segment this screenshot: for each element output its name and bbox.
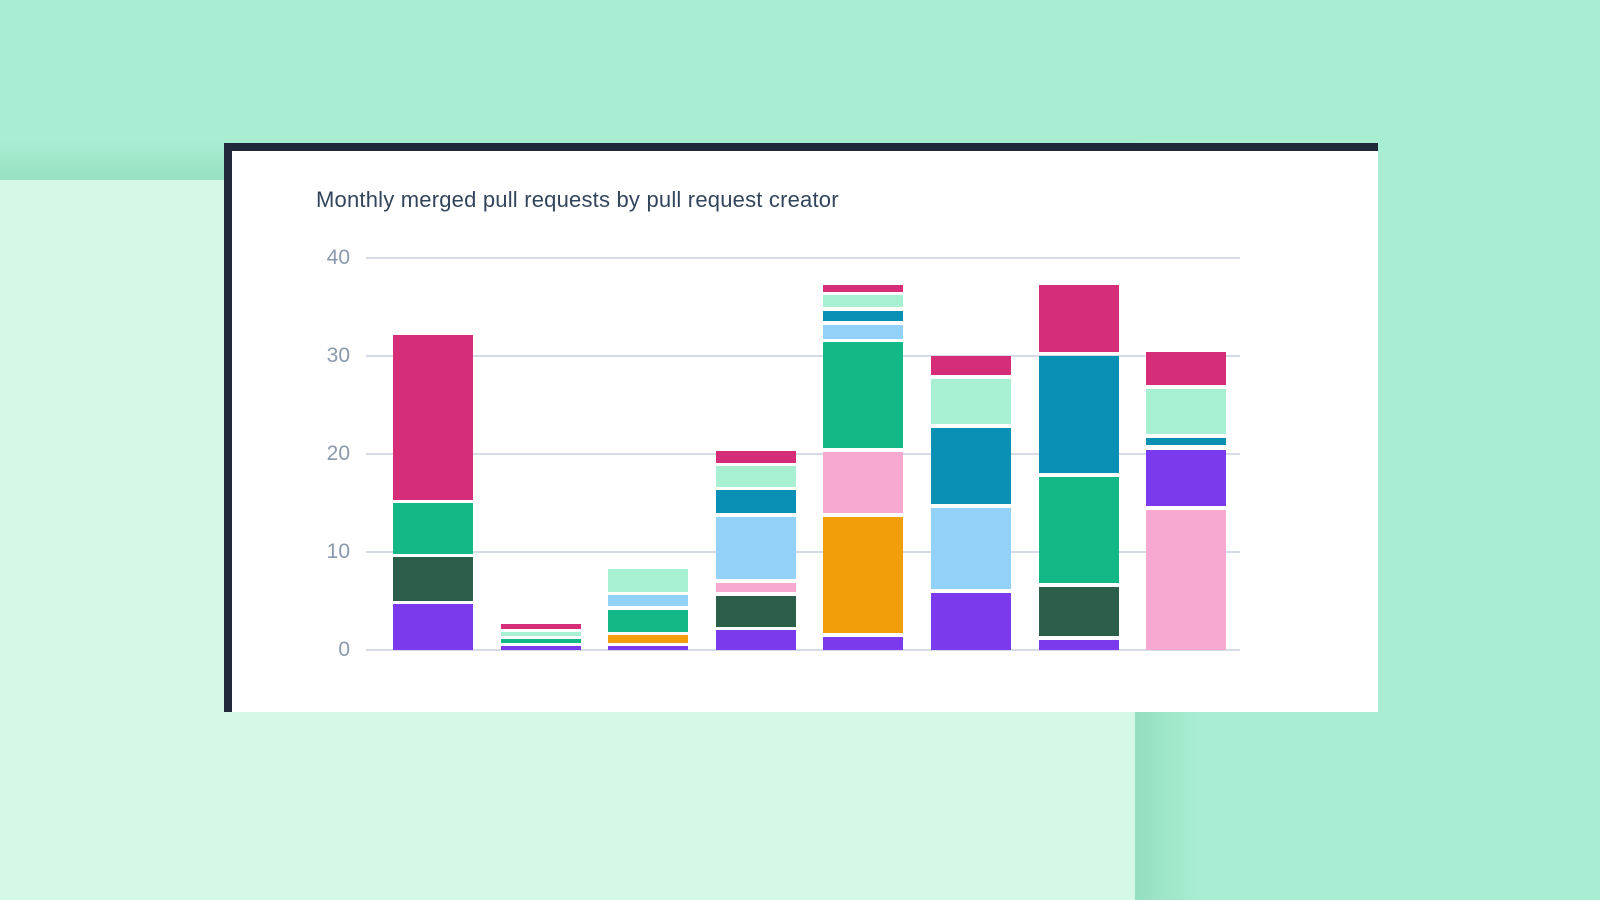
bar-segment-blue[interactable] [608,595,689,607]
bar-segment-teal[interactable] [931,427,1011,504]
bar-segment-emerald[interactable] [1038,477,1119,583]
bar-stack [931,355,1011,650]
bar-segment-darkgreen[interactable] [1038,587,1119,636]
bar-segment-mint[interactable] [1146,389,1227,435]
bar-stack [393,335,473,650]
chart-card: Monthly merged pull requests by pull req… [224,143,1378,712]
plot-area: 0 10 20 30 40 [232,151,1378,712]
y-tick-label: 30 [326,344,350,367]
bar-segment-blue[interactable] [823,324,904,339]
y-gridline [366,257,1240,259]
y-tick-label: 40 [326,246,350,269]
bar-segment-mint[interactable] [931,379,1011,424]
bar-segment-blue[interactable] [715,516,796,580]
bar-segment-magenta[interactable] [1146,352,1227,386]
bar-segment-mint[interactable] [823,295,904,308]
bar-segment-emerald[interactable] [608,609,689,633]
bar-segment-magenta[interactable] [931,355,1011,376]
bar-segment-magenta[interactable] [1038,285,1119,353]
bar-segment-emerald[interactable] [393,503,473,554]
bar-segment-darkgreen[interactable] [393,557,473,601]
bar-segment-emerald[interactable] [500,638,581,643]
y-tick-label: 0 [338,638,350,661]
bar-segment-emerald[interactable] [823,342,904,449]
bar-segment-pink[interactable] [715,583,796,593]
bar-stack [823,285,904,650]
bar-segment-teal[interactable] [823,310,904,322]
bar-segment-mint[interactable] [608,568,689,592]
bar-segment-magenta[interactable] [500,624,581,629]
bar-segment-teal[interactable] [1146,438,1227,446]
bar-segment-magenta[interactable] [823,285,904,292]
bar-segment-violet[interactable] [823,636,904,650]
y-tick-label: 20 [326,442,350,465]
bar-segment-orange[interactable] [823,517,904,633]
bar-segment-pink[interactable] [823,452,904,514]
bar-segment-violet[interactable] [1146,450,1227,507]
bar-segment-violet[interactable] [1038,639,1119,650]
bar-stack [500,624,581,650]
bar-segment-violet[interactable] [393,603,473,650]
bar-segment-blue[interactable] [931,507,1011,589]
bar-segment-pink[interactable] [1146,510,1227,650]
y-tick-label: 10 [326,540,350,563]
bar-segment-teal[interactable] [715,490,796,514]
bar-segment-violet[interactable] [608,645,689,650]
bar-stack [715,451,796,650]
bar-stack [608,568,689,650]
bar-segment-magenta[interactable] [715,451,796,463]
chart-title: Monthly merged pull requests by pull req… [316,187,839,212]
bar-stack [1146,352,1227,650]
bar-segment-magenta[interactable] [393,335,473,500]
bar-segment-mint[interactable] [715,466,796,487]
bar-segment-darkgreen[interactable] [715,595,796,627]
bar-segment-violet[interactable] [715,630,796,650]
bar-segment-violet[interactable] [500,645,581,650]
y-gridline [366,453,1240,455]
bar-segment-mint[interactable] [500,631,581,636]
bar-segment-violet[interactable] [931,592,1011,650]
y-gridline [366,551,1240,553]
bar-segment-orange[interactable] [608,635,689,643]
y-gridline [366,649,1240,651]
bar-stack [1038,285,1119,650]
bar-segment-teal[interactable] [1038,356,1119,473]
y-gridline [366,355,1240,357]
